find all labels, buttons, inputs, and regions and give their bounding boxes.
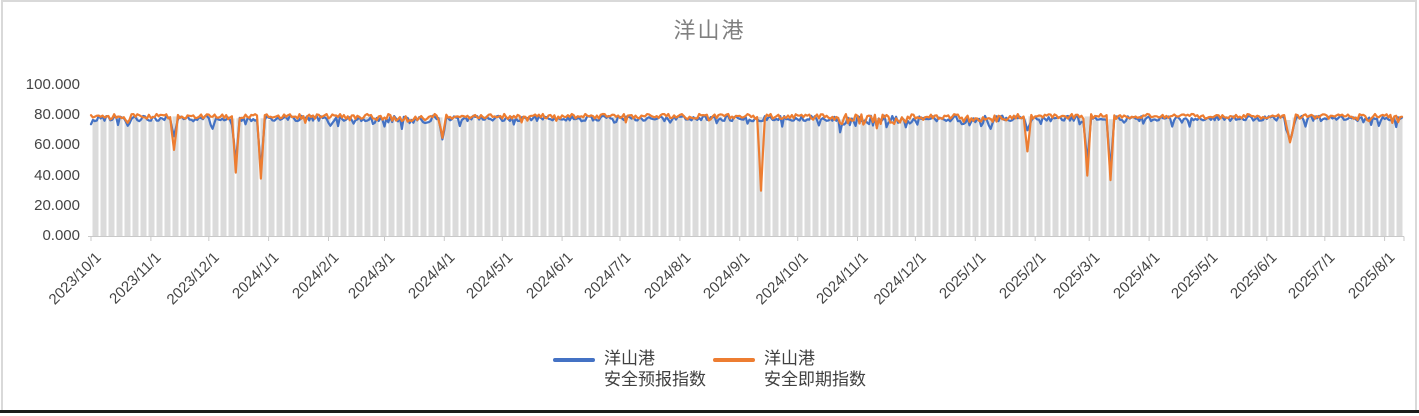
y-tick-label: 60.000: [34, 136, 80, 154]
bottom-border-line: [0, 410, 1419, 413]
legend-item-spot-index: 洋山港 安全即期指数: [713, 349, 866, 390]
legend: 洋山港 安全预报指数 洋山港 安全即期指数: [0, 349, 1419, 390]
y-tick-label: 100.000: [25, 76, 80, 93]
legend-label-spot-index: 洋山港 安全即期指数: [764, 349, 866, 389]
legend-line-swatch-orange: [713, 358, 755, 362]
legend-item-forecast-index: 洋山港 安全预报指数: [553, 349, 706, 390]
legend-label-forecast-index: 洋山港 安全预报指数: [604, 349, 706, 389]
series-line: [89, 112, 1404, 192]
y-tick-label: 0.000: [42, 227, 80, 244]
chart-title: 洋山港: [673, 18, 746, 43]
y-tick-label: 40.000: [34, 166, 80, 184]
y-tick-label: 80.000: [34, 106, 80, 124]
series-line: [89, 114, 1404, 173]
legend-line-swatch-blue: [553, 358, 595, 362]
y-tick-label: 20.000: [34, 196, 80, 214]
